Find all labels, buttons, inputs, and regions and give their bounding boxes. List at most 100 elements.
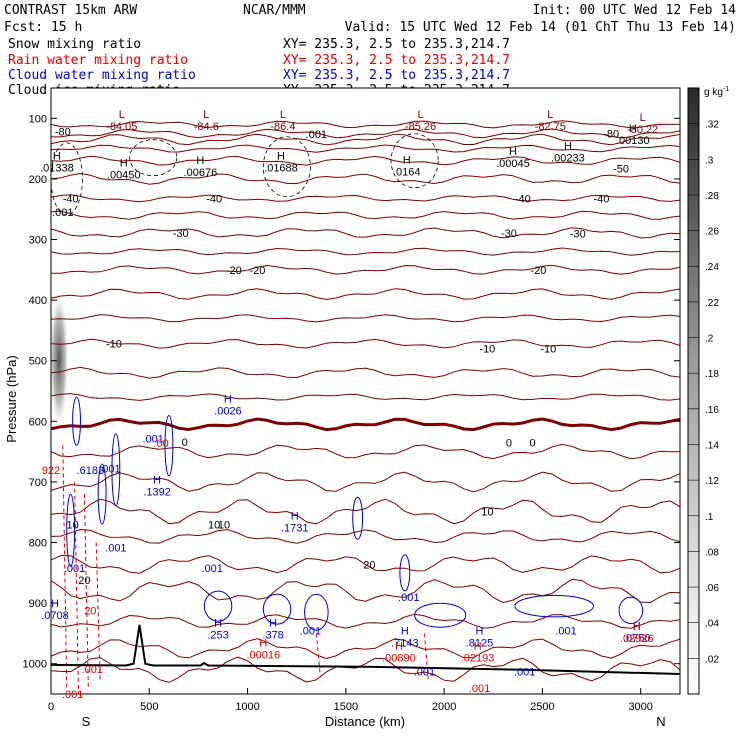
extremum-value: .253 <box>207 630 228 642</box>
rain-contour <box>423 633 429 682</box>
extremum-mark: H <box>53 150 61 162</box>
colorbar-tick-label: .3 <box>705 155 714 166</box>
x-axis-end-label: N <box>656 714 665 729</box>
x-tick-label: 3000 <box>628 701 652 713</box>
isotherm-line <box>51 314 680 323</box>
extremum-mark: H <box>403 155 411 167</box>
isotherm-line <box>51 471 680 493</box>
isotherm-label: 20 <box>78 575 90 587</box>
x-tick-label: 1500 <box>334 701 358 713</box>
extremum-value: .0708 <box>41 610 69 622</box>
extremum-mark: H <box>277 150 285 162</box>
x-tick-label: 1000 <box>235 701 259 713</box>
isotherm-line <box>51 155 680 166</box>
cloud-water-contour <box>352 496 364 540</box>
isotherm-label: -80 <box>55 127 71 139</box>
extremum-value: .02193 <box>461 653 495 665</box>
extremum-mark: H <box>401 625 409 637</box>
field-name-cloud-water: Cloud water mixing ratio <box>8 68 196 83</box>
extremum-value: .00676 <box>184 167 218 179</box>
contour-value-label: .001 <box>82 664 103 676</box>
contour-value-label: .001 <box>414 667 435 679</box>
contour-value-label: .001 <box>300 625 321 637</box>
colorbar-tick-label: .12 <box>705 476 719 487</box>
extremum-value: -85.26 <box>405 121 436 133</box>
contour-value-label: .001 <box>555 625 576 637</box>
x-axis-label: Distance (km) <box>325 714 405 729</box>
extremum-value: -84.05 <box>106 121 137 133</box>
isotherm-label: -30 <box>173 228 189 240</box>
y-tick-label: 300 <box>29 235 47 247</box>
colorbar-tick-label: .02 <box>705 654 719 665</box>
colorbar-tick-label: .32 <box>705 120 719 131</box>
isotherm-line <box>51 555 680 574</box>
extremum-value: -80.22 <box>627 124 658 136</box>
extremum-mark: H <box>224 393 232 405</box>
x-tick-label: 500 <box>140 701 158 713</box>
contour-value-label: .001 <box>99 464 120 476</box>
x-tick-label: 2000 <box>432 701 456 713</box>
x-tick-label: 0 <box>48 701 54 713</box>
contour-lines <box>51 120 680 694</box>
extremum-value: .378 <box>262 630 283 642</box>
colorbar-unit: g kg-1 <box>704 86 729 98</box>
isotherm-line <box>51 578 680 604</box>
terrain-line <box>51 624 680 675</box>
y-tick-label: 200 <box>29 174 47 186</box>
freezing-level-line <box>51 417 680 432</box>
y-tick-label: 900 <box>29 598 47 610</box>
isotherm-line <box>51 172 680 185</box>
isotherm-line <box>51 393 680 401</box>
extremum-mark: H <box>51 598 59 610</box>
cloud-water-contour <box>111 433 121 507</box>
isotherm-line <box>51 264 680 275</box>
cloud-water-contour <box>203 590 233 622</box>
y-tick-label: 700 <box>29 477 47 489</box>
snow-shading <box>51 290 69 430</box>
extremum-value: -82.75 <box>535 121 566 133</box>
y-tick-label: 100 <box>29 113 47 125</box>
extremum-value: .0164 <box>393 167 421 179</box>
contour-value-label: .001 <box>469 683 490 695</box>
field-xy-snow: XY= 235.3, 2.5 to 235.3,214.7 <box>283 37 510 52</box>
extremum-value: .1392 <box>143 487 171 499</box>
contour-value-label: .001 <box>201 563 222 575</box>
contour-value-label: .001 <box>62 689 83 701</box>
extremum-value: .02926 <box>620 633 654 645</box>
colorbar-ticks: .02 .04 .06 .08 .1 .12 .14 .16 .18 .2 .22 .24 .26 .28… <box>688 120 719 665</box>
y-axis-label: Pressure (hPa) <box>4 355 19 442</box>
y-tick-label: 500 <box>29 356 47 368</box>
isotherm-label: -40 <box>206 193 222 205</box>
colorbar-tick-label: .14 <box>705 440 719 451</box>
colorbar-tick-label: .16 <box>705 405 719 416</box>
isotherm-label: 0 <box>506 438 512 450</box>
plot-frame <box>50 87 681 695</box>
isotherm-line <box>51 128 680 139</box>
model-title: CONTRAST 15km ARW <box>4 3 137 18</box>
contour-value-label: .001 <box>64 563 85 575</box>
x-axis-start-label: S <box>82 714 91 729</box>
isotherm-label: 20 <box>363 559 375 571</box>
terrain <box>51 624 680 675</box>
extremum-value: .0750 <box>623 633 651 645</box>
isotherm-label: -30 <box>501 228 517 240</box>
contour-value-label: .00 <box>153 438 168 450</box>
extremum-mark: L <box>280 109 286 121</box>
snow-contour <box>390 133 439 189</box>
isotherm-label: -80 <box>603 128 619 140</box>
extremum-value: -86.4 <box>270 121 295 133</box>
rain-contour <box>95 542 101 682</box>
extremum-mark: L <box>547 109 553 121</box>
cloud-water-contour <box>97 463 107 525</box>
isotherm-line <box>51 498 680 525</box>
isotherm-line <box>51 638 680 660</box>
isotherm-line <box>51 288 680 301</box>
extremum-mark: H <box>120 158 128 170</box>
colorbar-tick-label: .2 <box>705 334 714 345</box>
extremum-mark: H <box>269 618 277 630</box>
colorbar-tick-label: .08 <box>705 547 719 558</box>
extremum-value: .00233 <box>551 153 585 165</box>
